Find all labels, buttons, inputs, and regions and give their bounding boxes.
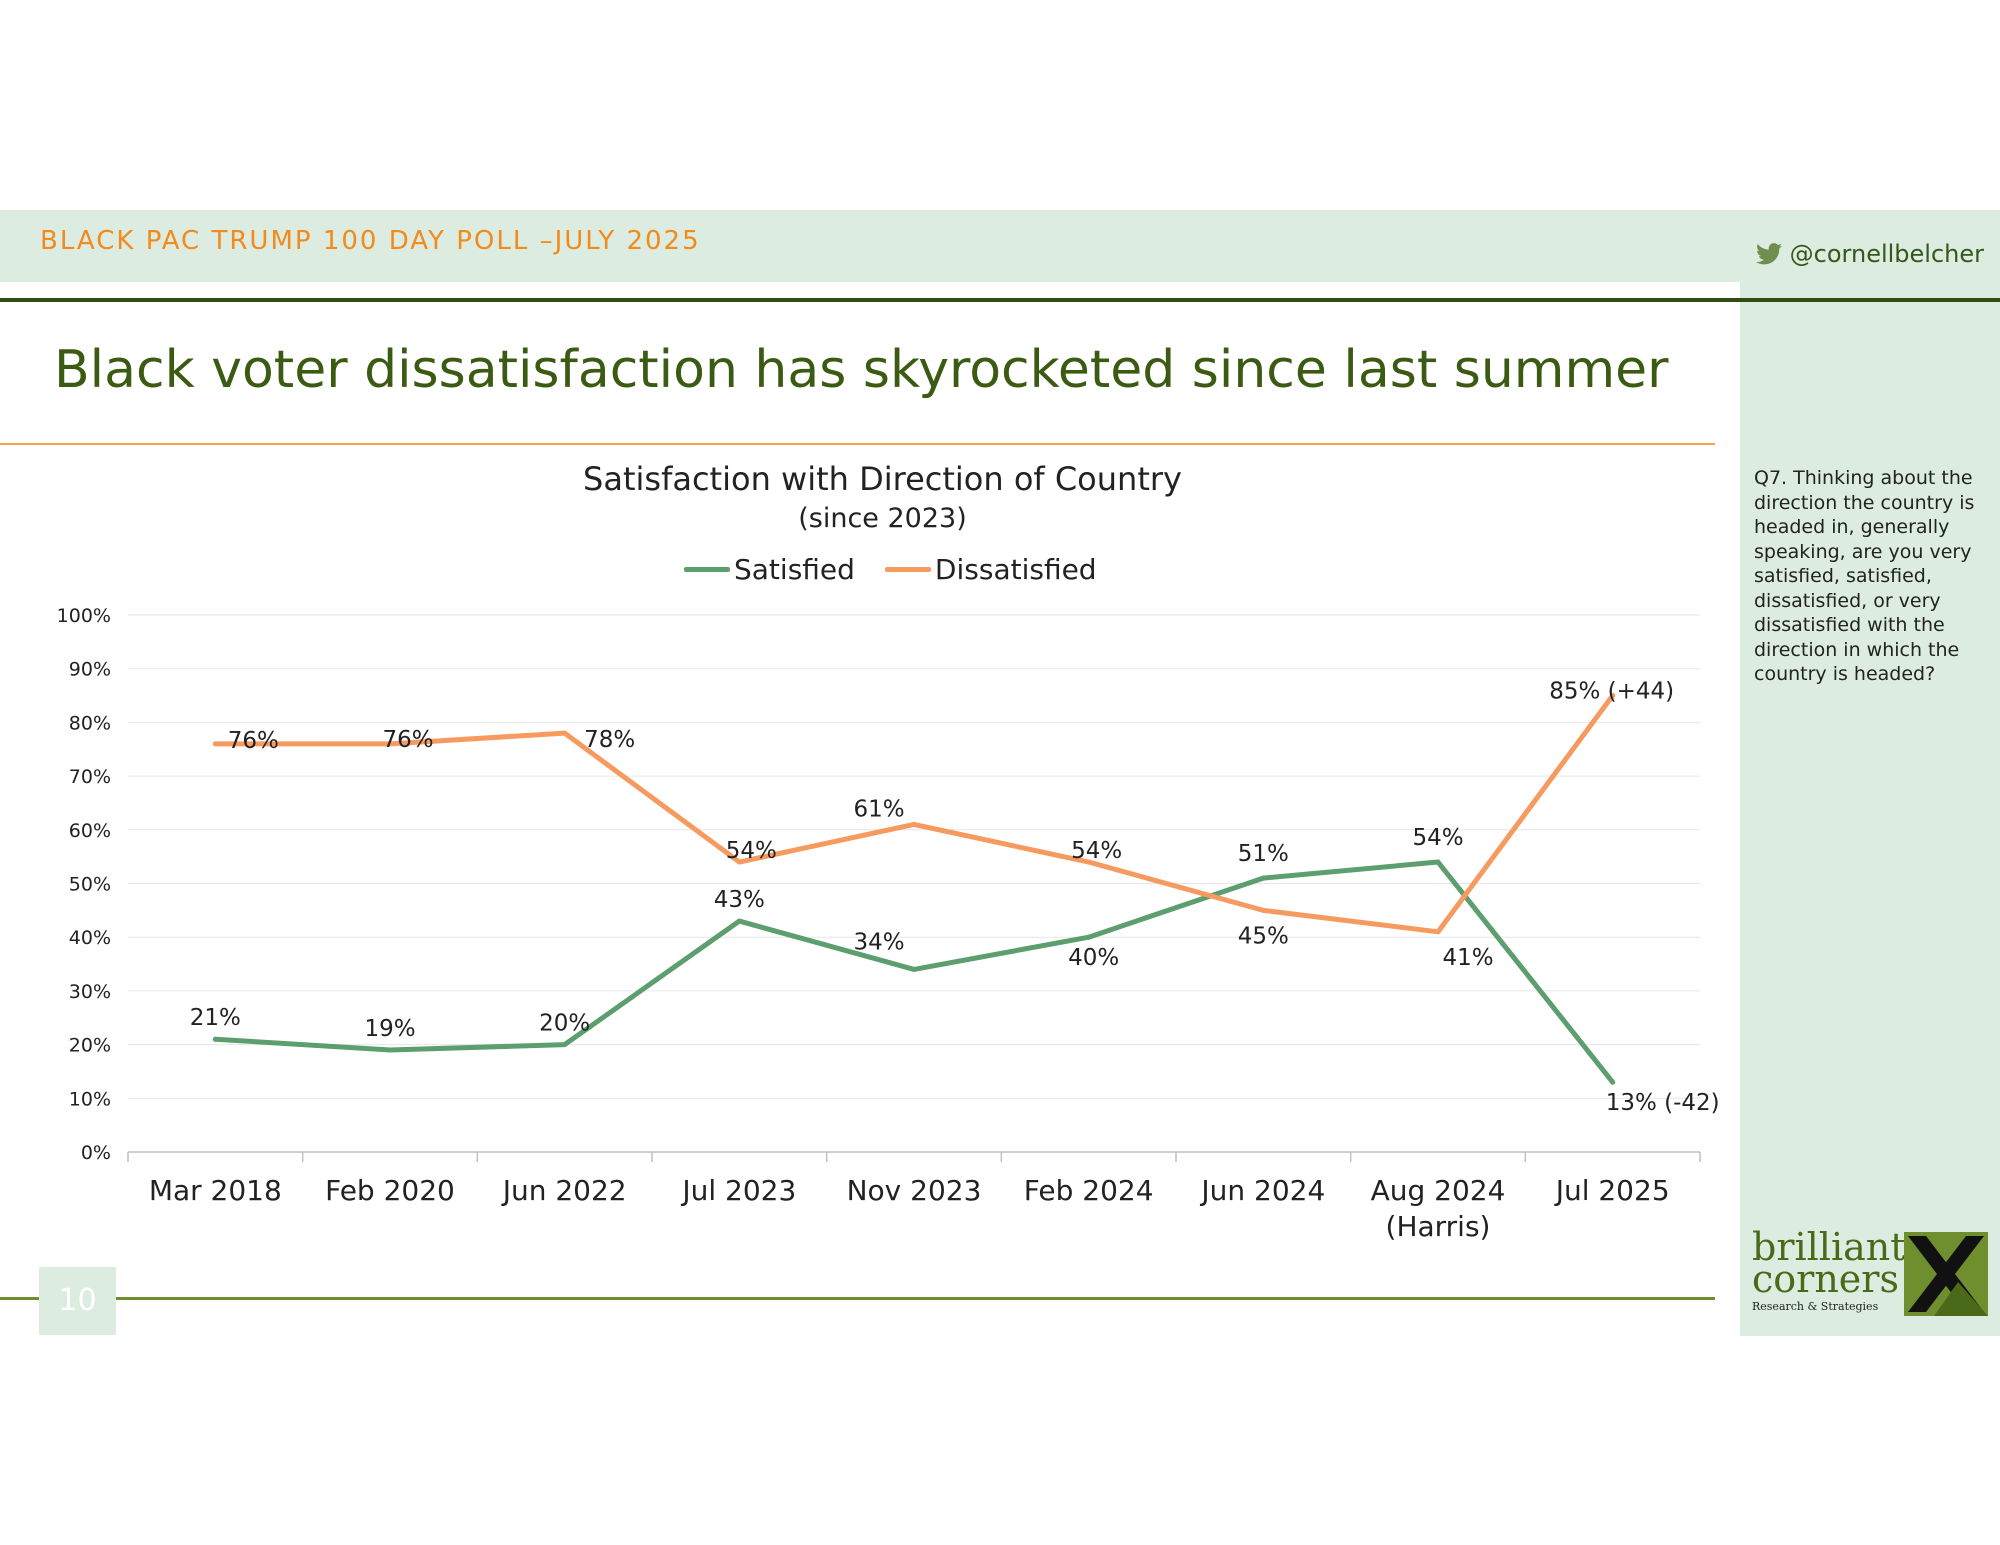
data-point-dissatisfied (1260, 907, 1266, 913)
data-point-satisfied (1435, 859, 1441, 865)
data-label-satisfied: 34% (853, 929, 904, 955)
footer-rule (0, 1297, 1715, 1300)
data-label-satisfied: 13% (-42) (1606, 1090, 1720, 1116)
brilliant-corners-logo: brilliant corners Research & Strategies (1752, 1228, 1990, 1320)
data-point-dissatisfied (911, 821, 917, 827)
data-label-satisfied: 21% (190, 1005, 241, 1031)
data-label-dissatisfied: 76% (228, 728, 279, 754)
twitter-bird-icon (1755, 243, 1782, 265)
legend-label-dissatisfied: Dissatisfied (934, 553, 1097, 586)
x-tick-label: Jul 2025 (1554, 1174, 1670, 1207)
y-tick-label: 20% (69, 1035, 111, 1057)
page-title: Black voter dissatisfaction has skyrocke… (54, 340, 1669, 400)
data-point-dissatisfied (1610, 693, 1616, 699)
data-point-satisfied (1610, 1079, 1616, 1085)
question-text: Q7. Thinking about the direction the cou… (1754, 467, 1975, 685)
legend-item-dissatisfied: Dissatisfied (884, 553, 1097, 586)
y-tick-label: 50% (69, 874, 111, 896)
data-label-dissatisfied: 76% (382, 727, 433, 753)
page-number: 10 (39, 1267, 116, 1335)
data-point-dissatisfied (736, 859, 742, 865)
side-panel (1740, 282, 2000, 1336)
data-point-dissatisfied (387, 741, 393, 747)
data-label-dissatisfied: 54% (726, 838, 777, 864)
x-tick-label: Jun 2024 (1199, 1174, 1325, 1207)
data-point-satisfied (562, 1042, 568, 1048)
data-point-dissatisfied (212, 741, 218, 747)
data-point-satisfied (1086, 934, 1092, 940)
data-label-satisfied: 20% (539, 1011, 590, 1037)
data-point-satisfied (911, 966, 917, 972)
twitter-handle[interactable]: @cornellbelcher (1755, 240, 1984, 268)
y-tick-label: 80% (69, 712, 111, 734)
logo-text-research: Research & Strategies (1752, 1300, 1879, 1313)
chart-title: Satisfaction with Direction of Country (583, 460, 1182, 498)
header-rule (0, 298, 2000, 302)
x-tick-label: Feb 2024 (1024, 1174, 1154, 1207)
data-label-satisfied: 54% (1412, 825, 1463, 851)
y-tick-label: 0% (81, 1142, 111, 1164)
chart-legend: Satisfied Dissatisfied (684, 553, 1127, 586)
data-point-satisfied (387, 1047, 393, 1053)
y-tick-label: 60% (69, 820, 111, 842)
data-label-dissatisfied: 45% (1238, 923, 1289, 949)
poll-title: BLACK PAC TRUMP 100 DAY POLL –JULY 2025 (40, 226, 701, 256)
y-tick-label: 30% (69, 981, 111, 1003)
header-band (0, 210, 2000, 282)
logo-x-mark-icon (1904, 1232, 1988, 1316)
data-point-satisfied (736, 918, 742, 924)
data-label-dissatisfied: 54% (1071, 838, 1122, 864)
y-tick-label: 90% (69, 659, 111, 681)
y-tick-label: 100% (57, 605, 111, 627)
x-tick-label: Jun 2022 (501, 1174, 627, 1207)
data-label-dissatisfied: 78% (584, 727, 635, 753)
x-tick-label: Nov 2023 (847, 1174, 982, 1207)
data-label-satisfied: 51% (1238, 841, 1289, 867)
data-label-dissatisfied: 61% (853, 796, 904, 822)
logo-text-brilliant: brilliant (1752, 1225, 1906, 1269)
title-rule (0, 443, 1715, 445)
data-point-dissatisfied (1435, 929, 1441, 935)
series-line-satisfied (212, 859, 1616, 1085)
data-point-dissatisfied (1086, 859, 1092, 865)
data-label-satisfied: 40% (1068, 945, 1119, 971)
y-tick-label: 10% (69, 1088, 111, 1110)
x-tick-label: Feb 2020 (325, 1174, 455, 1207)
y-tick-label: 70% (69, 766, 111, 788)
legend-item-satisfied: Satisfied (684, 553, 855, 586)
x-tick-label: Mar 2018 (149, 1174, 282, 1207)
legend-label-satisfied: Satisfied (734, 553, 855, 586)
data-label-dissatisfied: 41% (1442, 945, 1493, 971)
data-point-satisfied (212, 1036, 218, 1042)
x-tick-sublabel: (Harris) (1386, 1210, 1491, 1243)
data-label-satisfied: 19% (364, 1016, 415, 1042)
legend-swatch-dissatisfied (884, 567, 931, 572)
data-point-dissatisfied (562, 730, 568, 736)
x-tick-label: Jul 2023 (680, 1174, 796, 1207)
legend-swatch-satisfied (684, 567, 730, 572)
x-tick-label: Aug 2024 (1371, 1174, 1506, 1207)
logo-text-corners: corners (1752, 1257, 1899, 1301)
chart-subtitle: (since 2023) (798, 503, 967, 534)
data-label-satisfied: 43% (714, 887, 765, 913)
y-tick-label: 40% (69, 927, 111, 949)
data-label-dissatisfied: 85% (+44) (1549, 679, 1674, 705)
handle-text: @cornellbelcher (1789, 240, 1984, 268)
data-point-satisfied (1260, 875, 1266, 881)
